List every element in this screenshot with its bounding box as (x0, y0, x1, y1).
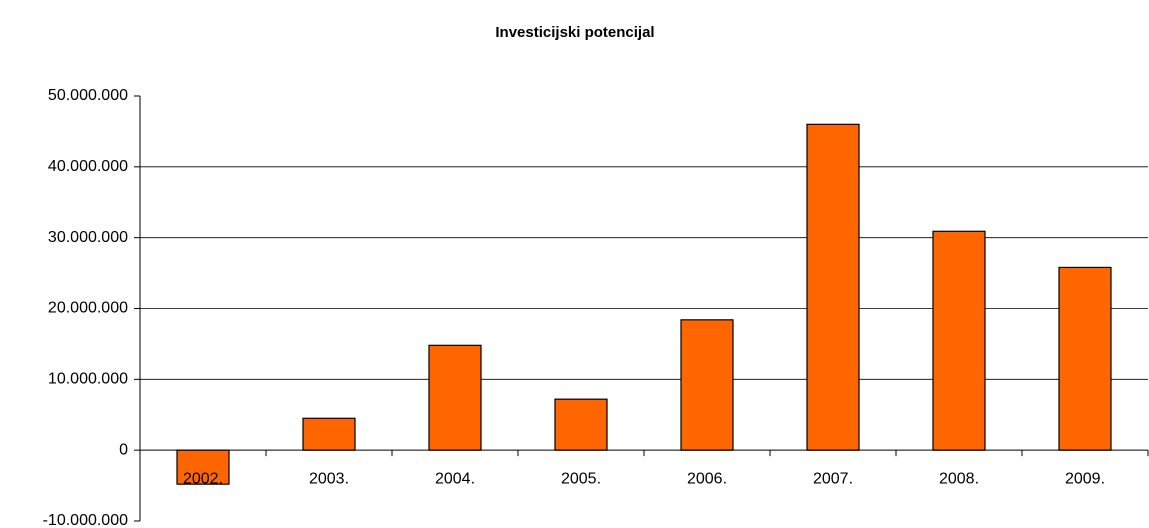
y-tick-label: -10.000.000 (43, 512, 129, 528)
x-tick-label: 2005. (561, 470, 601, 487)
bar (176, 449, 230, 485)
bar (428, 344, 482, 451)
chart-title: Investicijski potencijal (495, 24, 654, 41)
y-tick-label: 0 (119, 441, 128, 458)
y-tick-label: 30.000.000 (48, 229, 128, 246)
y-tick-label: 20.000.000 (48, 300, 128, 317)
x-tick-label: 2003. (309, 470, 349, 487)
bar (554, 398, 608, 451)
y-tick-label: 50.000.000 (48, 87, 128, 104)
x-tick-label: 2006. (687, 470, 727, 487)
x-tick-label: 2002. (183, 470, 223, 487)
bar (1058, 266, 1112, 451)
bar (302, 417, 356, 451)
x-tick-label: 2009. (1065, 470, 1105, 487)
x-tick-label: 2007. (813, 470, 853, 487)
bar (932, 230, 986, 451)
bar (806, 123, 860, 451)
x-tick-label: 2004. (435, 470, 475, 487)
bar (680, 319, 734, 451)
y-tick-label: 10.000.000 (48, 371, 128, 388)
x-tick-label: 2008. (939, 470, 979, 487)
y-tick-label: 40.000.000 (48, 158, 128, 175)
